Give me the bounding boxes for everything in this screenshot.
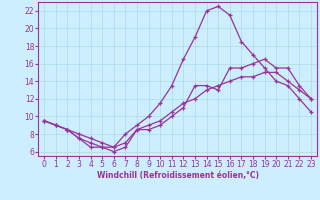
X-axis label: Windchill (Refroidissement éolien,°C): Windchill (Refroidissement éolien,°C) bbox=[97, 171, 259, 180]
